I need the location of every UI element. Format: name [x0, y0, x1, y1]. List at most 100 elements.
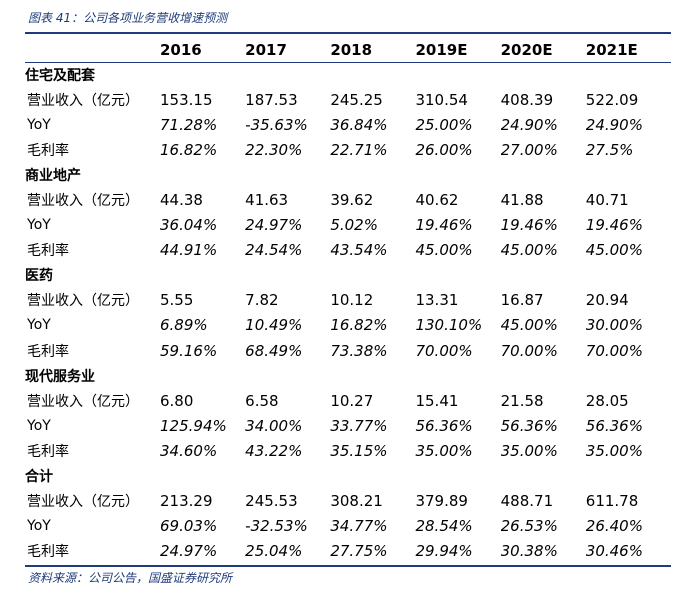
- table-cell: 29.94%: [415, 542, 473, 561]
- column-header: 2021E: [585, 40, 638, 59]
- table-cell: 10.27: [330, 391, 374, 410]
- row-label: 营业收入（亿元）: [27, 293, 139, 310]
- row-label: 营业收入（亿元）: [27, 193, 139, 210]
- section-name: 现代服务业: [25, 368, 95, 385]
- figure-title: 图表 41：公司各项业务营收增速预测: [28, 11, 228, 25]
- table-cell: 35.00%: [415, 441, 473, 460]
- source-note: 资料来源：公司公告，国盛证券研究所: [28, 571, 233, 585]
- header-rule: [25, 62, 671, 63]
- table-cell: 73.38%: [330, 341, 388, 360]
- table-cell: 187.53: [245, 90, 298, 109]
- row-label: YoY: [27, 317, 51, 334]
- table-cell: 35.00%: [585, 441, 643, 460]
- table-cell: 30.00%: [585, 316, 643, 335]
- section-name: 医药: [25, 268, 53, 285]
- table-row: 毛利率 44.91% 24.54% 43.54% 45.00% 45.00% 45.00%: [25, 238, 671, 263]
- table-cell: 44.91%: [160, 241, 218, 260]
- row-label: 营业收入（亿元）: [27, 494, 139, 511]
- table-row: YoY 6.89% 10.49% 16.82% 130.10% 45.00% 30.00%: [25, 313, 671, 338]
- column-header: [25, 37, 160, 62]
- row-label: 毛利率: [27, 544, 69, 561]
- row-label: 毛利率: [27, 343, 69, 360]
- table-cell: 30.38%: [500, 542, 558, 561]
- section-name: 商业地产: [25, 167, 81, 184]
- table-cell: 24.90%: [585, 115, 643, 134]
- table-cell: 25.04%: [245, 542, 303, 561]
- table-cell: 10.12: [330, 291, 374, 310]
- section-header-row: 现代服务业: [25, 363, 671, 388]
- table-cell: 34.60%: [160, 441, 218, 460]
- table-cell: 20.94: [585, 291, 629, 310]
- row-label: 毛利率: [27, 443, 69, 460]
- table-row: 毛利率 59.16% 68.49% 73.38% 70.00% 70.00% 70.00%: [25, 338, 671, 363]
- table-cell: 245.25: [330, 90, 383, 109]
- table-cell: 68.49%: [245, 341, 303, 360]
- table-cell: 45.00%: [500, 316, 558, 335]
- table-cell: 22.30%: [245, 140, 303, 159]
- table-cell: 24.90%: [500, 115, 558, 134]
- table-cell: 24.97%: [245, 216, 303, 235]
- table-cell: 10.49%: [245, 316, 303, 335]
- table-cell: 25.00%: [415, 115, 473, 134]
- section-header-row: 合计: [25, 464, 671, 489]
- table-row: 毛利率 24.97% 25.04% 27.75% 29.94% 30.38% 30.46%: [25, 539, 671, 564]
- table-cell: 26.40%: [585, 517, 643, 536]
- table-cell: 56.36%: [415, 416, 473, 435]
- table-cell: 26.53%: [500, 517, 558, 536]
- table-cell: 56.36%: [500, 416, 558, 435]
- table-row: YoY 71.28% -35.63% 36.84% 25.00% 24.90% 24.90%: [25, 112, 671, 137]
- table-cell: 19.46%: [585, 216, 643, 235]
- table-cell: 41.88: [500, 191, 544, 210]
- table-cell: 24.97%: [160, 542, 218, 561]
- section-header-row: 医药: [25, 263, 671, 288]
- bottom-rule: [25, 565, 671, 567]
- column-header: 2019E: [415, 40, 468, 59]
- table-cell: 26.00%: [415, 140, 473, 159]
- table-cell: 5.55: [160, 291, 194, 310]
- table-cell: 70.00%: [585, 341, 643, 360]
- table-cell: 45.00%: [415, 241, 473, 260]
- table-cell: 24.54%: [245, 241, 303, 260]
- table-cell: 611.78: [585, 492, 639, 511]
- table-cell: 44.38: [160, 191, 203, 210]
- table-cell: 71.28%: [160, 115, 218, 134]
- row-label: 营业收入（亿元）: [27, 92, 139, 109]
- table-cell: 30.46%: [585, 542, 643, 561]
- table-row: 营业收入（亿元） 44.38 41.63 39.62 40.62 41.88 40.71: [25, 187, 671, 212]
- header-row: 2016 2017 2018 2019E 2020E 2021E: [25, 37, 671, 62]
- table-cell: 16.82%: [160, 140, 218, 159]
- table-body: 住宅及配套 营业收入（亿元） 153.15 187.53 245.25 310.54 408…: [25, 62, 671, 564]
- row-label: YoY: [27, 417, 51, 434]
- table-cell: 45.00%: [500, 241, 558, 260]
- table-row: 毛利率 34.60% 43.22% 35.15% 35.00% 35.00% 35.00%: [25, 438, 671, 463]
- table-cell: 213.29: [160, 492, 213, 511]
- table-cell: 6.80: [160, 391, 194, 410]
- table-cell: 522.09: [585, 90, 639, 109]
- table-cell: 43.22%: [245, 441, 303, 460]
- table-cell: 69.03%: [160, 517, 218, 536]
- column-header: 2020E: [500, 40, 553, 59]
- table-cell: -32.53%: [245, 517, 308, 536]
- table-cell: 6.89%: [160, 316, 208, 335]
- table-cell: 39.62: [330, 191, 374, 210]
- table-cell: 34.00%: [245, 416, 303, 435]
- column-header: 2018: [330, 40, 373, 59]
- table-row: 营业收入（亿元） 5.55 7.82 10.12 13.31 16.87 20.94: [25, 288, 671, 313]
- table-cell: 28.05: [585, 391, 629, 410]
- row-label: YoY: [27, 518, 51, 535]
- row-label: YoY: [27, 116, 51, 133]
- section-name: 合计: [25, 469, 53, 486]
- table-cell: 16.82%: [330, 316, 388, 335]
- table-cell: 6.58: [245, 391, 279, 410]
- table-row: YoY 125.94% 34.00% 33.77% 56.36% 56.36% 56.36%: [25, 413, 671, 438]
- table-row: 营业收入（亿元） 6.80 6.58 10.27 15.41 21.58 28.05: [25, 388, 671, 413]
- table-cell: 56.36%: [585, 416, 643, 435]
- table-cell: 153.15: [160, 90, 213, 109]
- forecast-table: 2016 2017 2018 2019E 2020E 2021E 住宅及配套 营业…: [25, 37, 671, 564]
- table-cell: 22.71%: [330, 140, 388, 159]
- table-cell: 308.21: [330, 492, 383, 511]
- table-cell: 27.5%: [585, 140, 634, 159]
- table-cell: 16.87: [500, 291, 544, 310]
- row-label: 营业收入（亿元）: [27, 393, 139, 410]
